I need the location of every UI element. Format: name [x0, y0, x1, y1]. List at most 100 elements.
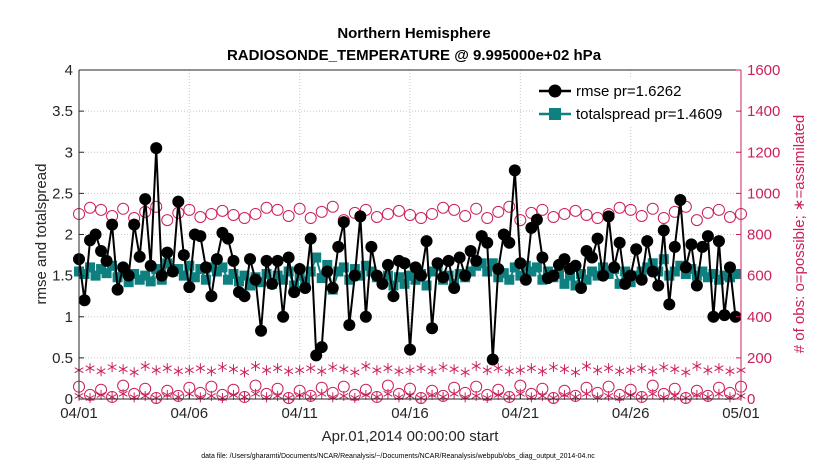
y-left-axis-label: rmse and totalspread — [33, 164, 50, 305]
obs-possible-marker — [326, 200, 339, 213]
y-right-tick-labels: 0 200 400 600 800 1000 1200 1400 1600 — [736, 62, 780, 408]
obs-star-stroke — [714, 365, 724, 372]
obs-star-stroke — [526, 365, 536, 372]
x-tick-label: 04/16 — [391, 405, 429, 422]
obs-assimilated-marker — [261, 365, 272, 376]
obs-star-stroke — [416, 365, 426, 372]
obs-star-stroke — [482, 367, 492, 374]
obs-assimilated-marker — [85, 363, 95, 374]
obs-possible-marker — [580, 208, 593, 221]
totalspread-point — [189, 272, 200, 283]
obs-assimilated-marker — [350, 367, 360, 378]
obs-possible-marker — [459, 209, 472, 222]
obs-possible-marker — [183, 203, 196, 216]
totalspread-point — [509, 262, 520, 273]
obs-assimilated-marker — [250, 388, 261, 399]
totalspread-point — [388, 280, 399, 291]
legend-spread-label: totalspread pr=1.4609 — [576, 106, 722, 123]
obs-star-stroke — [284, 368, 294, 375]
obs-assimilated-marker — [604, 363, 614, 374]
obs-assimilated-marker — [416, 392, 426, 403]
rmse-point — [139, 193, 152, 206]
rmse-point — [244, 253, 257, 266]
obs-star-stroke — [515, 390, 525, 397]
y-right-tick-label: 1200 — [747, 144, 780, 161]
totalspread-point — [719, 270, 730, 281]
rmse-point — [674, 193, 687, 206]
rmse-point — [359, 310, 372, 323]
obs-assimilated-marker — [581, 361, 592, 372]
rmse-point — [575, 281, 588, 294]
totalspread-point — [145, 276, 156, 287]
rmse-point — [321, 265, 334, 278]
obs-possible-marker — [679, 391, 692, 404]
obs-star-stroke — [559, 366, 570, 373]
obs-possible-marker — [690, 214, 703, 227]
obs-star-stroke — [460, 369, 470, 376]
obs-assimilated-marker — [703, 365, 713, 376]
obs-star-stroke — [692, 391, 702, 398]
rmse-point — [481, 236, 494, 249]
totalspread-point — [405, 270, 415, 281]
totalspread-point — [134, 274, 145, 285]
obs-possible-marker — [205, 207, 218, 220]
totalspread-point — [245, 280, 256, 291]
rmse-point — [729, 310, 742, 323]
obs-assimilated-marker — [548, 362, 559, 373]
obs-assimilated-marker — [648, 388, 658, 399]
rmse-point — [199, 261, 212, 274]
obs-star-stroke — [681, 369, 691, 376]
rmse-point — [387, 290, 400, 303]
y-right-tick-label: 600 — [747, 268, 772, 285]
obs-assimilated-marker — [273, 363, 283, 374]
rmse-point — [155, 269, 168, 282]
rmse-point — [133, 250, 146, 263]
obs-assimilated-marker — [681, 392, 691, 403]
obs-assimilated-marker — [162, 389, 172, 400]
totalspread-point — [730, 268, 741, 279]
obs-star-stroke — [548, 395, 559, 401]
totalspread-point — [360, 260, 371, 271]
y-left-tick-label: 2.5 — [52, 185, 73, 202]
rmse-point — [205, 290, 218, 303]
rmse-point — [685, 238, 698, 251]
totalspread-point — [272, 270, 283, 281]
totalspread-point — [576, 268, 587, 279]
rmse-point — [586, 251, 599, 264]
y-right-tick-label: 1000 — [747, 185, 780, 202]
totalspread-point — [85, 262, 96, 273]
totalspread-point — [233, 276, 244, 287]
obs-assimilated-marker — [239, 367, 250, 378]
obs-star-stroke — [350, 369, 360, 376]
totalspread-point — [724, 272, 735, 283]
totalspread-point — [570, 280, 581, 291]
legend-rmse-label: rmse pr=1.6262 — [576, 83, 681, 100]
totalspread-point — [620, 266, 631, 277]
obs-star-stroke — [637, 365, 647, 372]
obs-star-stroke — [284, 395, 294, 401]
totalspread-point — [278, 274, 289, 285]
obs-possible-marker — [194, 211, 207, 224]
rmse-point — [652, 279, 665, 292]
obs-star-stroke — [714, 390, 724, 397]
rmse-point — [144, 259, 157, 272]
rmse-point — [128, 218, 141, 231]
rmse-point — [679, 261, 692, 274]
obs-star-stroke — [228, 391, 239, 398]
totalspread-point — [289, 280, 300, 291]
obs-star-stroke — [592, 367, 603, 374]
y-right-tick-label: 200 — [747, 350, 772, 367]
obs-possible-marker — [370, 390, 383, 403]
rmse-point — [718, 309, 731, 322]
obs-star-stroke — [140, 392, 150, 399]
obs-star-stroke — [681, 395, 691, 401]
obs-possible-marker — [503, 390, 516, 403]
x-tick-label: 04/11 — [281, 405, 317, 422]
totalspread-point — [112, 272, 123, 283]
rmse-point — [293, 263, 306, 276]
obs-assimilated-marker — [692, 389, 702, 400]
rmse-point — [558, 253, 571, 266]
rmse-point — [624, 269, 637, 282]
totalspread-point — [322, 259, 333, 270]
rmse-point — [255, 324, 268, 337]
